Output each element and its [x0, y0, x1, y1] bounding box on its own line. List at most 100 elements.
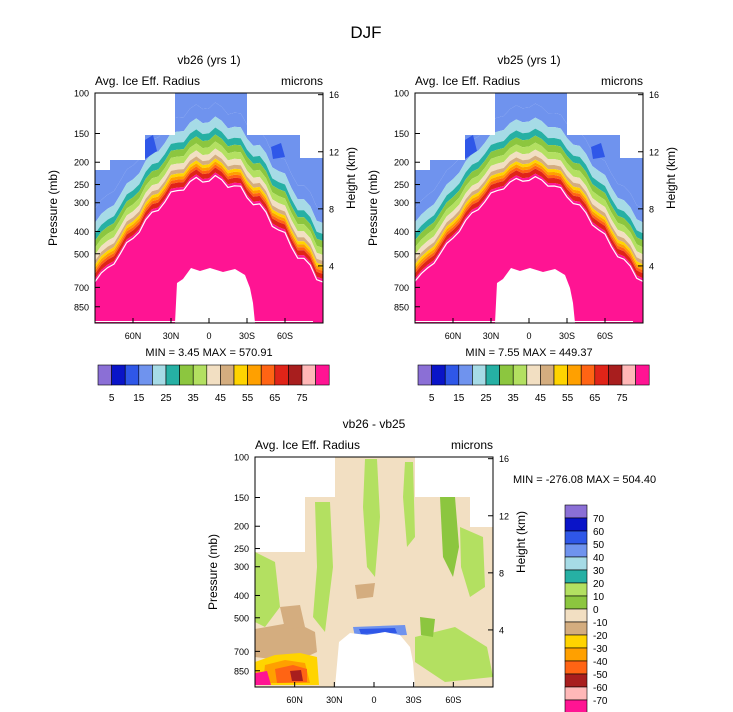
- contour-band: [359, 628, 397, 634]
- colorbar-cell: [458, 364, 473, 386]
- x-tick-label: 60S: [277, 331, 293, 341]
- panel-title: vb25 (yrs 1): [497, 53, 560, 67]
- colorbar-cell: [580, 364, 596, 386]
- colorbar-label: -20: [593, 631, 608, 642]
- y-tick-label: 400: [234, 591, 249, 601]
- contour-band: [415, 173, 643, 323]
- contour-band: [420, 617, 435, 637]
- y2-axis-title: Height (km): [664, 147, 678, 209]
- y2-tick-label: 12: [499, 511, 509, 521]
- colorbar-label: 50: [593, 540, 605, 551]
- contour-band: [415, 168, 643, 279]
- contour-line: [415, 175, 643, 282]
- colorbar-label: 75: [616, 393, 628, 404]
- colorbar-label: 5: [429, 393, 435, 404]
- colorbar-label: 15: [133, 393, 145, 404]
- x-tick-label: 30S: [406, 695, 422, 705]
- y-tick-label: 850: [394, 302, 409, 312]
- contour-band: [290, 670, 303, 681]
- chart-panel: vb26 (yrs 1) Avg. Ice Eff. Radius microns 1…: [46, 53, 358, 404]
- right-label: microns: [451, 438, 493, 452]
- colorbar-label: 10: [593, 592, 605, 603]
- contour-band: [95, 134, 323, 248]
- contour-band: [255, 671, 271, 685]
- colorbar-label: 40: [593, 553, 605, 564]
- colorbar-cell: [564, 621, 588, 636]
- contour-band: [591, 143, 605, 159]
- y-tick-label: 100: [74, 89, 89, 99]
- figure-title: DJF: [350, 23, 381, 42]
- contour-band: [415, 149, 643, 261]
- frame-gap: [415, 321, 633, 322]
- colorbar-label: 35: [188, 393, 200, 404]
- colorbar-cell: [152, 364, 167, 386]
- panels: vb26 (yrs 1) Avg. Ice Eff. Radius microns 1…: [46, 53, 678, 712]
- y-tick-label: 850: [234, 666, 249, 676]
- y-tick-label: 500: [234, 613, 249, 623]
- missing-data-mask: [415, 457, 493, 527]
- y-tick-label: 150: [74, 129, 89, 139]
- right-label: microns: [601, 74, 643, 88]
- left-label: Avg. Ice Eff. Radius: [255, 438, 360, 452]
- contour-band: [280, 605, 305, 629]
- contour-band: [415, 103, 643, 223]
- colorbar-label: -60: [593, 683, 608, 694]
- panel-title: vb26 - vb25: [343, 417, 406, 431]
- colorbar-cell: [431, 364, 446, 386]
- y-tick-label: 250: [234, 544, 249, 554]
- colorbar-cell: [608, 364, 623, 386]
- colorbar-cell: [472, 364, 487, 386]
- colorbar-label: 15: [453, 393, 465, 404]
- colorbar-cell: [111, 364, 126, 386]
- missing-data-mask: [567, 93, 643, 158]
- colorbar-label: 25: [160, 393, 172, 404]
- y-tick-label: 150: [394, 129, 409, 139]
- contour-band: [95, 127, 323, 241]
- y-tick-label: 100: [394, 89, 409, 99]
- colorbar-label: 45: [215, 393, 227, 404]
- y2-tick-label: 4: [649, 261, 654, 271]
- contour-band: [95, 102, 323, 223]
- y2-axis-title: Height (km): [344, 147, 358, 209]
- y-tick-label: 700: [234, 647, 249, 657]
- y-tick-label: 500: [394, 249, 409, 259]
- y-tick-label: 150: [234, 493, 249, 503]
- x-tick-label: 30N: [163, 331, 180, 341]
- missing-data-mask: [247, 93, 323, 158]
- colorbar-cell: [553, 364, 568, 386]
- min-max-stats: MIN = -276.08 MAX = 504.40: [513, 474, 656, 486]
- colorbar-cell: [564, 647, 588, 662]
- min-max-stats: MIN = 3.45 MAX = 570.91: [145, 347, 272, 359]
- x-tick-label: 60N: [445, 331, 462, 341]
- colorbar-label: 35: [508, 393, 520, 404]
- y-tick-label: 300: [74, 198, 89, 208]
- x-tick-label: 60N: [125, 331, 142, 341]
- colorbar-cell: [564, 556, 588, 571]
- contour-band: [415, 162, 643, 271]
- x-tick-label: 60S: [597, 331, 613, 341]
- colorbar-cell: [564, 634, 588, 649]
- colorbar-cell: [179, 364, 194, 386]
- y-tick-label: 200: [74, 158, 89, 168]
- y-tick-label: 100: [234, 453, 249, 463]
- x-tick-label: 0: [526, 331, 531, 341]
- contour-band: [95, 148, 323, 261]
- contour-band: [415, 627, 493, 682]
- x-tick-label: 30N: [326, 695, 343, 705]
- colorbar-cell: [564, 517, 588, 532]
- contour-band: [415, 165, 643, 274]
- colorbar-label: 75: [296, 393, 308, 404]
- colorbar-label: 0: [593, 605, 599, 616]
- contour-band: [415, 155, 643, 265]
- left-label: Avg. Ice Eff. Radius: [95, 74, 200, 88]
- chart-panel: vb26 - vb25 Avg. Ice Eff. Radius microns 10…: [206, 417, 656, 712]
- colorbar-cell: [564, 582, 588, 597]
- y-tick-label: 500: [74, 249, 89, 259]
- colorbar-cell: [564, 608, 588, 623]
- colorbar-label: 65: [269, 393, 281, 404]
- contour-band: [95, 164, 323, 274]
- colorbar-cell: [233, 364, 248, 386]
- y-axis-title: Pressure (mb): [366, 170, 380, 246]
- contour-band: [415, 142, 643, 255]
- colorbar-cell: [564, 543, 588, 558]
